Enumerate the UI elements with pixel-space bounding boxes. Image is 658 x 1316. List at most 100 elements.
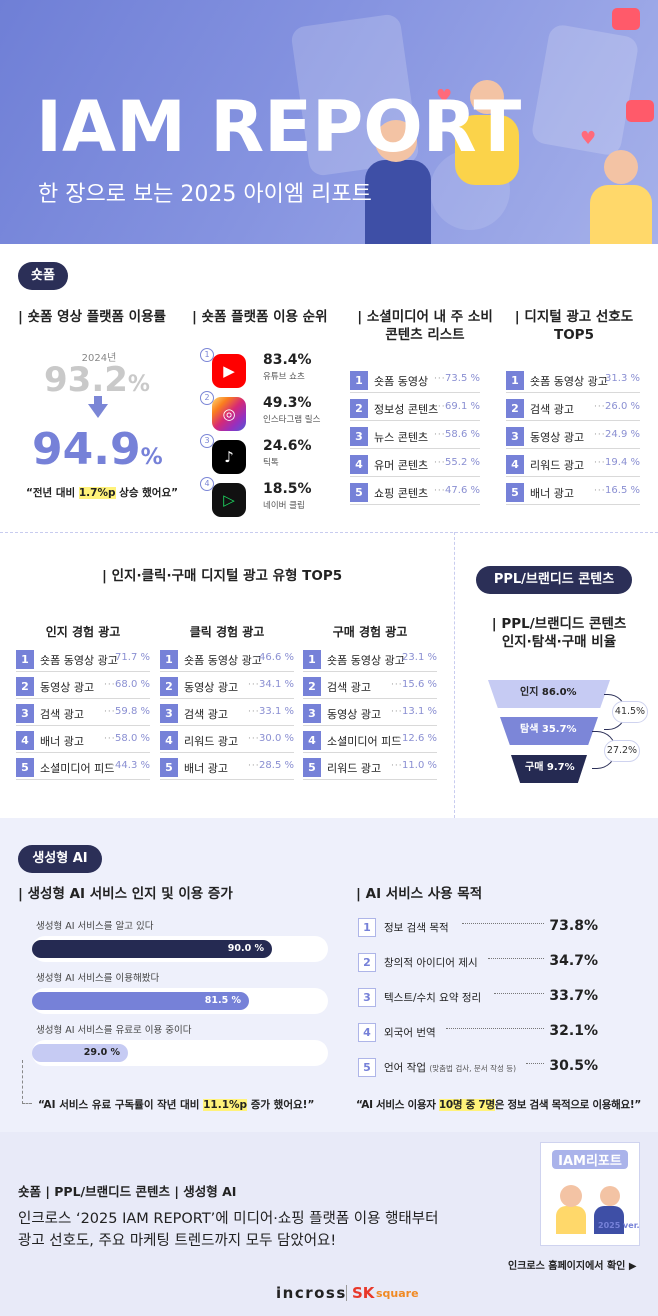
rank-number: 5: [16, 758, 34, 777]
rank-number: 5: [358, 1058, 376, 1077]
conversion-rate-1: 41.5%: [612, 701, 648, 723]
leader-dots: ···: [434, 402, 446, 412]
ad-type-row: 2 검색 광고 ··· 15.6 %: [303, 677, 437, 699]
platform-usage-rate: 24.6%: [263, 438, 312, 454]
ad-type-row: 3 검색 광고 ··· 59.8 %: [16, 704, 150, 726]
ad-type-value: 28.5 %: [259, 760, 294, 771]
platform-usage-rate: 18.5%: [263, 481, 312, 497]
person-illustration: [590, 185, 652, 244]
ad-type-value: 12.6 %: [402, 733, 437, 744]
ai-purpose-value: 73.8%: [549, 918, 598, 934]
person-illustration: [594, 1206, 624, 1234]
row-divider: [303, 779, 437, 780]
digital-ad-value: 31.3 %: [605, 373, 640, 384]
homepage-link[interactable]: 인크로스 홈페이지에서 확인 ▶: [508, 1261, 637, 1272]
instagram-icon: ◎: [212, 397, 246, 431]
ai-purpose-label: 외국어 번역: [384, 1027, 436, 1039]
leader-dots: ···: [434, 458, 446, 468]
ad-type-label: 리워드 광고: [184, 735, 239, 748]
ad-type-row: 2 동영상 광고 ··· 34.1 %: [160, 677, 294, 699]
leader-dots: ···: [434, 430, 446, 440]
rank-number: 1: [16, 650, 34, 669]
ad-type-row: 5 리워드 광고 ··· 11.0 %: [303, 758, 437, 780]
ad-type-value: 71.7 %: [115, 652, 150, 663]
heart-icon: ♥: [436, 86, 453, 107]
ad-type-row: 4 배너 광고 ··· 58.0 %: [16, 731, 150, 753]
rank-number: 5: [350, 483, 368, 502]
social-content-label: 뉴스 콘텐츠: [374, 431, 429, 444]
square-logo: square: [376, 1287, 419, 1300]
ad-type-label: 숏폼 동영상 광고: [327, 654, 405, 667]
leader-dots: ···: [248, 734, 260, 744]
social-content-row: 3 뉴스 콘텐츠 ··· 58.6 %: [350, 427, 480, 449]
ai-bar-fill: 81.5 %: [32, 992, 249, 1010]
rank-number: 3: [350, 427, 368, 446]
incross-logo: incross: [276, 1284, 347, 1302]
section-tag-ppl: PPL/브랜디드 콘텐츠: [476, 566, 632, 594]
ad-type-label: 검색 광고: [327, 681, 371, 694]
social-content-value: 55.2 %: [445, 457, 480, 468]
person-illustration: [455, 115, 519, 185]
report-version: 2025 ver.: [598, 1221, 640, 1230]
ad-type-row: 1 숏폼 동영상 광고 ··· 23.1 %: [303, 650, 437, 672]
rank-number: 5: [160, 758, 178, 777]
ai-awareness-title: | 생성형 AI 서비스 인지 및 이용 증가: [18, 886, 233, 902]
social-title: | 소셜미디어 내 주 소비 콘텐츠 리스트: [357, 309, 493, 343]
platform-usage-rate: 83.4%: [263, 352, 312, 368]
funnel-purchase: 구매 9.7%: [511, 755, 587, 783]
platform-name: 인스타그램 릴스: [263, 415, 321, 425]
footer-description: 인크로스 ‘2025 IAM REPORT’에 미디어·쇼핑 플랫폼 이용 행태…: [18, 1211, 439, 1250]
rank-number: 5: [506, 483, 524, 502]
ad-type-row: 3 동영상 광고 ··· 13.1 %: [303, 704, 437, 726]
rank-number: 3: [16, 704, 34, 723]
ad-type-row: 5 배너 광고 ··· 28.5 %: [160, 758, 294, 780]
social-content-value: 69.1 %: [445, 401, 480, 412]
row-divider: [303, 671, 437, 672]
ad-type-value: 58.0 %: [115, 733, 150, 744]
rank-number: 3: [506, 427, 524, 446]
funnel-aware: 인지 86.0%: [488, 680, 610, 708]
leader-dots: ···: [248, 680, 260, 690]
ad-type-label: 숏폼 동영상 광고: [184, 654, 262, 667]
ai-purpose-row: 2 창의적 아이디어 제시 34.7%: [358, 949, 598, 979]
leader-dots: ···: [434, 374, 446, 384]
ai-purpose-row: 5 언어 작업 (맞춤법 검사, 문서 작성 등) 30.5%: [358, 1054, 598, 1084]
row-divider: [350, 476, 480, 477]
ad-type-label: 배너 광고: [40, 735, 84, 748]
leader-dots: ···: [391, 734, 403, 744]
ad-types-title: | 인지·클릭·구매 디지털 광고 유형 TOP5: [102, 568, 343, 584]
funnel-explore: 탐색 35.7%: [500, 717, 598, 745]
logo-divider: [346, 1285, 347, 1301]
ai-bar-fill: 90.0 %: [32, 940, 272, 958]
row-divider: [160, 698, 294, 699]
ai-purpose-value: 34.7%: [549, 953, 598, 969]
youtube-icon: ▶: [212, 354, 246, 388]
person-illustration: [604, 150, 638, 184]
ad-type-value: 30.0 %: [259, 733, 294, 744]
ai-section-background: [0, 818, 658, 1132]
platform-rank-item: ◎ 2 49.3% 인스타그램 릴스: [200, 391, 340, 431]
row-divider: [506, 420, 640, 421]
digital-ad-row: 4 리워드 광고 ··· 19.4 %: [506, 455, 640, 477]
ad-type-label: 검색 광고: [40, 708, 84, 721]
note-bracket: [22, 1060, 32, 1104]
row-divider: [303, 698, 437, 699]
arrow-down-icon: [94, 396, 102, 406]
ad-type-value: 59.8 %: [115, 706, 150, 717]
leader-dots: ···: [594, 458, 606, 468]
digital-ad-label: 숏폼 동영상 광고: [530, 375, 608, 388]
person-illustration: [556, 1206, 586, 1234]
row-divider: [160, 725, 294, 726]
ai-purpose-row: 4 외국어 번역 32.1%: [358, 1019, 598, 1049]
leader-dots: ···: [594, 486, 606, 496]
row-divider: [303, 752, 437, 753]
ad-type-row: 1 숏폼 동영상 광고 ··· 46.6 %: [160, 650, 294, 672]
digital-ad-label: 리워드 광고: [530, 459, 585, 472]
usage-note: “전년 대비 1.7%p 상승 했어요”: [26, 487, 179, 499]
report-thumbnail-title: IAM리포트: [552, 1150, 628, 1169]
leader-dots: ···: [391, 680, 403, 690]
row-divider: [350, 420, 480, 421]
platform-usage-rate: 49.3%: [263, 395, 312, 411]
rank-number: 4: [303, 731, 321, 750]
social-content-row: 5 쇼핑 콘텐츠 ··· 47.6 %: [350, 483, 480, 505]
